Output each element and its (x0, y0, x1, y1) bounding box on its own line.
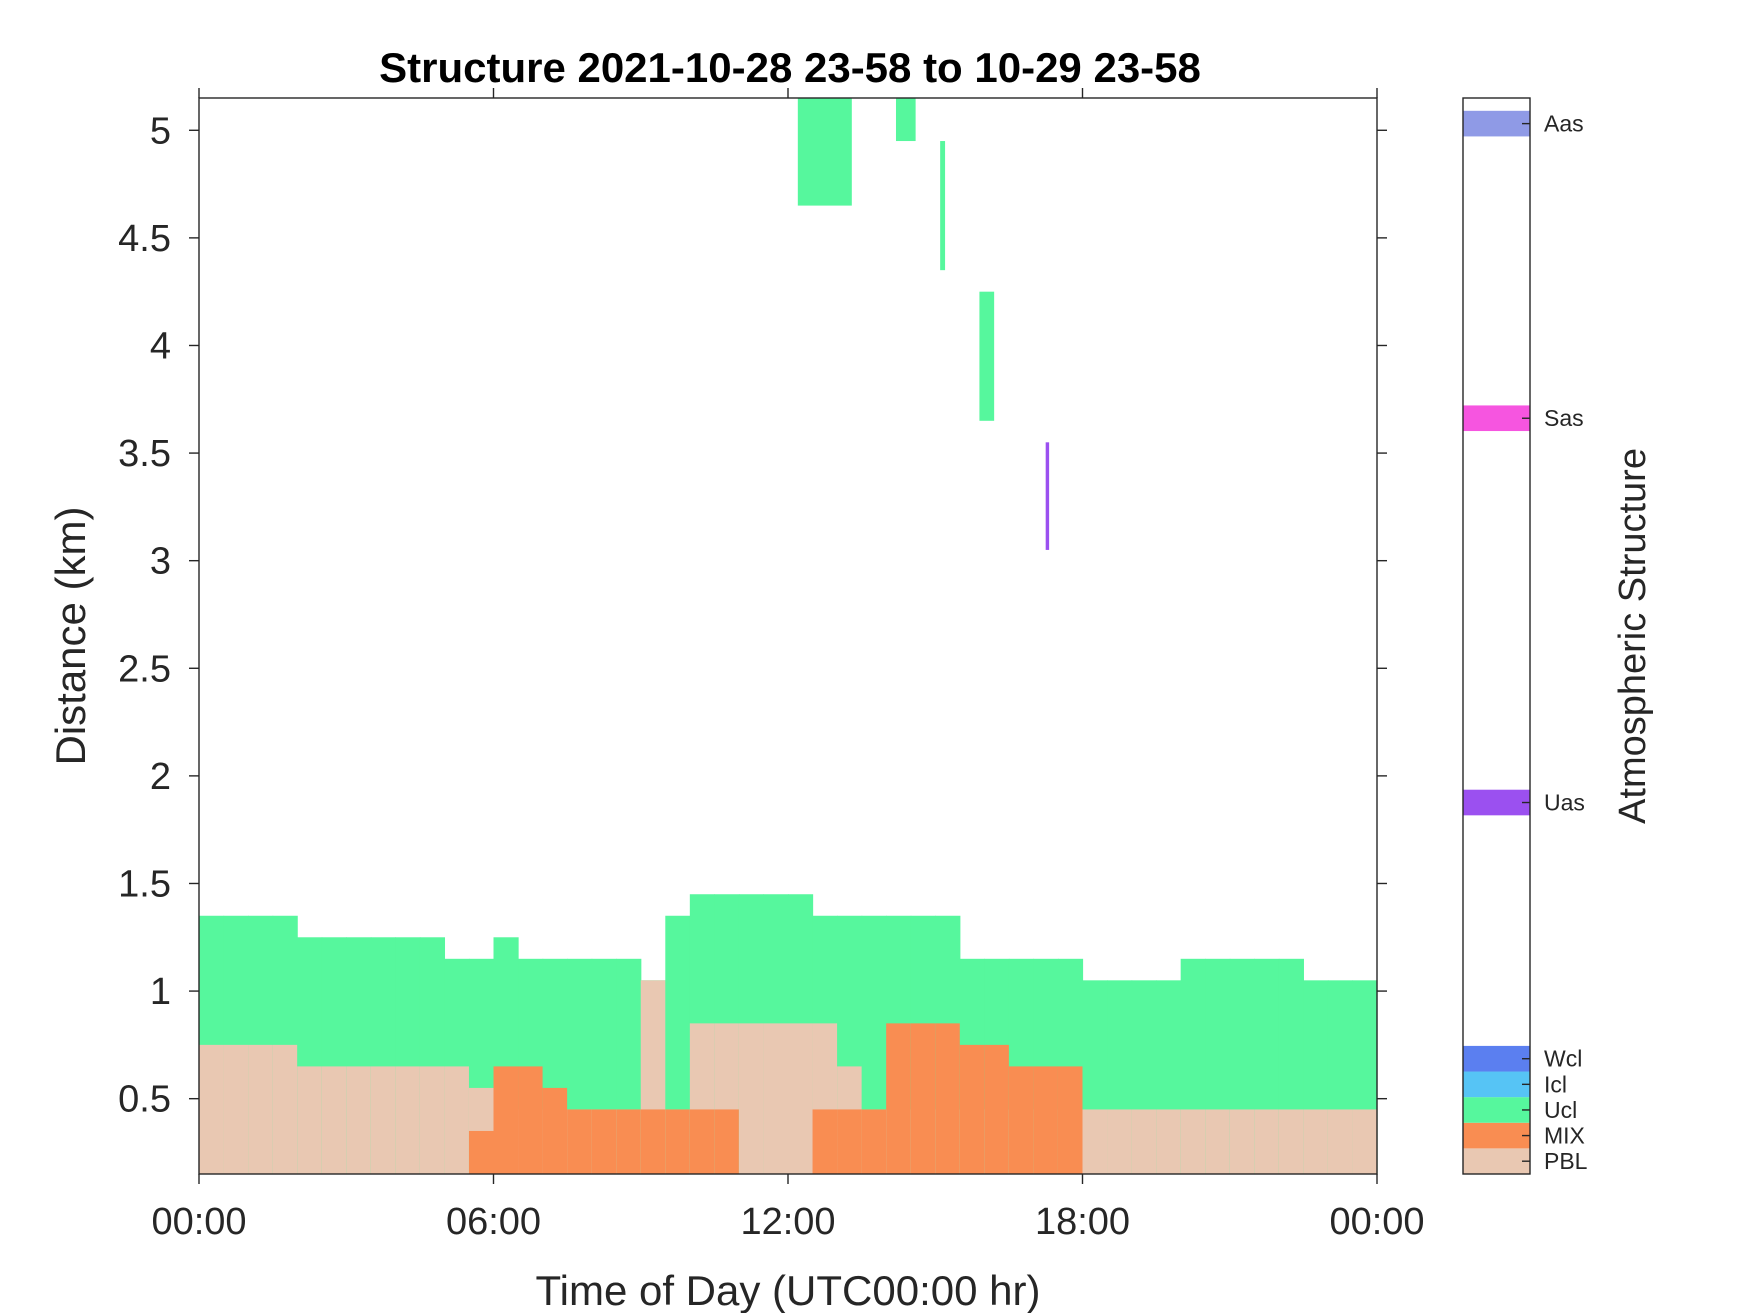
x-tick-label: 00:00 (1329, 1201, 1424, 1243)
mix-cell (1057, 1066, 1084, 1174)
colorbar-label: Atmospheric Structure (1612, 448, 1654, 824)
mix-cell (689, 1109, 715, 1174)
y-tick-label: 5 (150, 110, 171, 152)
pbl-cell (1107, 1109, 1133, 1174)
mix-cell (959, 1044, 985, 1174)
colorbar-tick-label: Sas (1544, 405, 1584, 431)
x-tick-label: 18:00 (1035, 1201, 1130, 1243)
colorbar-tick-label: Aas (1544, 111, 1584, 137)
y-tick-label: 1.5 (118, 863, 171, 905)
mix-cell (591, 1109, 617, 1174)
x-tick-label: 00:00 (151, 1201, 246, 1243)
mix-cell (1033, 1066, 1059, 1174)
pbl-cell (738, 1023, 765, 1174)
mix-cell (837, 1109, 863, 1174)
pbl-cell (1303, 1109, 1329, 1174)
mix-cell (542, 1087, 568, 1174)
pbl-cell (1352, 1109, 1378, 1174)
pbl-cell (419, 1066, 446, 1174)
mix-cell (468, 1130, 495, 1174)
pbl-cell (1327, 1109, 1354, 1174)
pbl-cell (321, 1066, 347, 1174)
y-tick-label: 2.5 (118, 648, 171, 690)
x-tick-label: 12:00 (740, 1201, 835, 1243)
mix-cell (493, 1066, 519, 1174)
pbl-cell (346, 1066, 372, 1174)
pbl-cell (223, 1044, 249, 1174)
ucl-layer (940, 141, 946, 271)
x-tick-label: 06:00 (446, 1201, 541, 1243)
y-axis-label: Distance (km) (47, 506, 94, 765)
y-tick-label: 2 (150, 756, 171, 798)
mix-cell (910, 1023, 936, 1174)
pbl-cell (763, 1023, 789, 1174)
y-tick-label: 0.5 (118, 1079, 171, 1121)
y-tick-label: 1 (150, 971, 171, 1013)
y-tick-label: 3.5 (118, 433, 171, 475)
colorbar-swatch-aas (1463, 110, 1530, 137)
mix-cell (616, 1109, 642, 1174)
mix-cell (886, 1023, 912, 1174)
pbl-cell (788, 1023, 814, 1174)
mix-cell (714, 1109, 740, 1174)
colorbar-swatch-uas (1463, 789, 1530, 816)
pbl-cell (1254, 1109, 1280, 1174)
y-tick-label: 4 (150, 325, 171, 367)
pbl-cell (272, 1044, 298, 1174)
colorbar-tick-label: Wcl (1544, 1046, 1582, 1072)
mix-cell (935, 1023, 961, 1174)
ucl-layer (979, 291, 995, 421)
pbl-cell (297, 1066, 323, 1174)
colorbar-swatch-mix (1463, 1122, 1530, 1149)
mix-cell (567, 1109, 593, 1174)
colorbar-tick-label: Ucl (1544, 1097, 1577, 1123)
pbl-cell (1180, 1109, 1206, 1174)
colorbar-swatch-sas (1463, 405, 1530, 432)
x-axis-label: Time of Day (UTC00:00 hr) (536, 1267, 1041, 1313)
colorbar-swatch-pbl (1463, 1148, 1530, 1174)
colorbar-background (1463, 98, 1530, 1174)
colorbar-tick-label: MIX (1544, 1123, 1585, 1149)
plot-area (199, 98, 1378, 1174)
pbl-cell (1131, 1109, 1157, 1174)
colorbar-tick-label: Uas (1544, 790, 1585, 816)
pbl-cell (1205, 1109, 1231, 1174)
pbl-cell (395, 1066, 421, 1174)
pbl-cell (444, 1066, 470, 1174)
uas-layer (1045, 442, 1050, 550)
ucl-layer (895, 98, 916, 142)
y-tick-label: 3 (150, 541, 171, 583)
y-tick-label: 4.5 (118, 218, 171, 260)
colorbar-tick-label: PBL (1544, 1148, 1588, 1174)
x-axis: 00:00 06:00 12:00 18:00 00:00 (151, 88, 1425, 1243)
colorbar-tick-label: Icl (1544, 1071, 1567, 1097)
pbl-cell (1082, 1109, 1108, 1174)
mix-cell (812, 1109, 838, 1174)
pbl-cell (1229, 1109, 1255, 1174)
ucl-layer (797, 98, 852, 206)
pbl-cell (370, 1066, 396, 1174)
mix-cell (984, 1044, 1010, 1174)
pbl-cell (199, 1044, 225, 1174)
mix-cell (640, 1109, 666, 1174)
pbl-cell (1156, 1109, 1182, 1174)
colorbar-swatch-icl (1463, 1071, 1530, 1098)
y-axis: 0.5 1 1.5 2 2.5 3 3.5 4 4.5 5 (118, 110, 1387, 1121)
colorbar-swatch-ucl (1463, 1097, 1530, 1123)
mix-cell (1008, 1066, 1035, 1174)
mix-cell (518, 1066, 544, 1174)
pbl-cell (1278, 1109, 1304, 1174)
chart-title: Structure 2021-10-28 23-58 to 10-29 23-5… (379, 44, 1201, 91)
mix-cell (861, 1109, 887, 1174)
pbl-cell (248, 1044, 274, 1174)
colorbar-swatch-wcl (1463, 1045, 1530, 1072)
mix-cell (665, 1109, 691, 1174)
colorbar-frame (1462, 97, 1531, 1175)
